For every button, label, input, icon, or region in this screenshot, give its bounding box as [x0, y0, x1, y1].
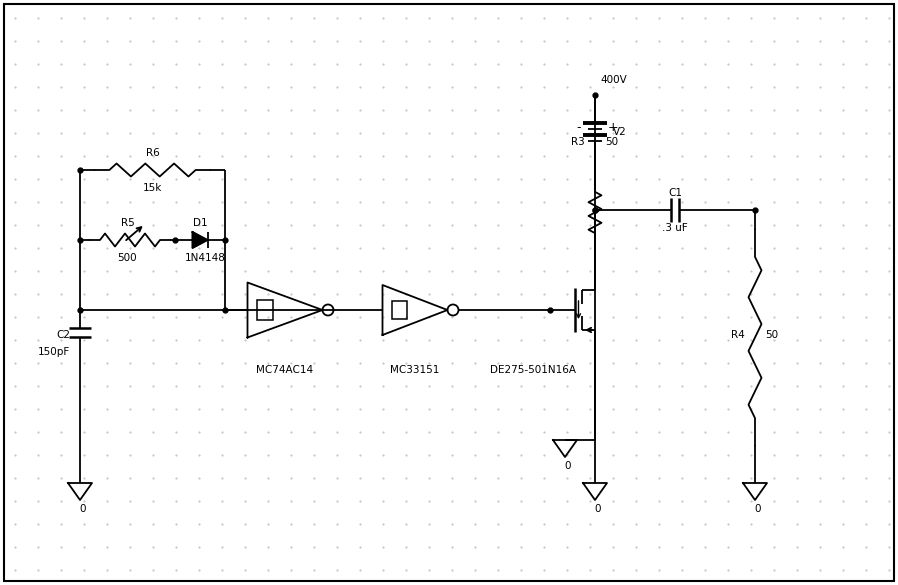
Text: 50: 50: [605, 137, 618, 147]
Text: 150pF: 150pF: [38, 347, 70, 357]
Text: V2: V2: [613, 128, 627, 137]
Polygon shape: [192, 232, 207, 248]
Text: C1: C1: [668, 188, 682, 198]
Text: 50: 50: [765, 330, 779, 340]
Text: 0: 0: [754, 504, 762, 514]
Text: MC33151: MC33151: [391, 365, 440, 375]
Text: D1: D1: [193, 218, 207, 228]
Text: 0: 0: [565, 461, 571, 471]
Text: R3: R3: [571, 137, 585, 147]
Bar: [257, 300, 272, 320]
Text: 500: 500: [118, 253, 137, 263]
Bar: [392, 301, 407, 319]
Text: R5: R5: [120, 218, 135, 228]
Text: R6: R6: [145, 148, 159, 158]
Text: 0: 0: [80, 504, 86, 514]
Text: 0: 0: [594, 504, 602, 514]
Text: 15k: 15k: [143, 183, 163, 193]
Text: -: -: [577, 121, 581, 134]
Text: R4: R4: [731, 330, 745, 340]
Text: 1N4148: 1N4148: [185, 253, 225, 263]
Text: .3 uF: .3 uF: [662, 223, 688, 233]
Text: MC74AC14: MC74AC14: [257, 365, 313, 375]
Text: +: +: [608, 121, 619, 134]
Text: C2: C2: [56, 330, 70, 340]
Text: 400V: 400V: [600, 75, 627, 85]
Text: DE275-501N16A: DE275-501N16A: [490, 365, 576, 375]
